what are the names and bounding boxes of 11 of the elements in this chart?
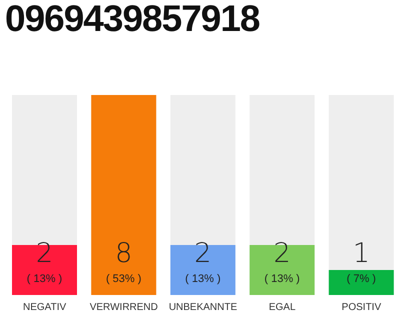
x-tick-label: NEGATIV (23, 302, 67, 314)
x-tick-label: POSITIV (342, 302, 382, 314)
data-label: 2 ( 13% ) (264, 238, 300, 285)
x-tick-label: UNBEKANNTE (168, 302, 238, 314)
x-tick-label: EGAL (268, 302, 296, 314)
data-label: 2 ( 13% ) (26, 238, 62, 285)
data-label: 2 ( 13% ) (185, 238, 221, 285)
chart-title: 0969439857918 (5, 0, 260, 40)
x-tick-label: VERWIRREND (90, 302, 158, 314)
data-label: 1 ( 7% ) (346, 238, 376, 285)
data-label: 8 ( 53% ) (106, 238, 142, 285)
